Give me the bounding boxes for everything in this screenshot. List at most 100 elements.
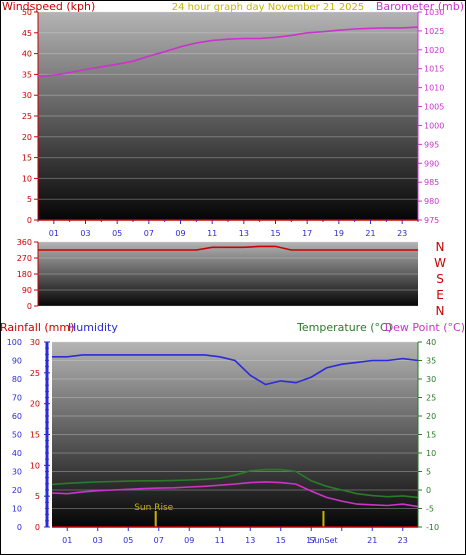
windspeed-tick-label: 50 <box>22 8 32 17</box>
humidity-tick-label: 50 <box>12 431 22 440</box>
hour-label: 07 <box>144 229 154 238</box>
hour-label: 21 <box>367 536 377 545</box>
humidity-tick-label: 80 <box>12 375 22 384</box>
compass-label: N <box>436 304 445 318</box>
hour-label: 11 <box>215 536 225 545</box>
hour-label: 09 <box>175 229 185 238</box>
barometer-tick-label: 975 <box>424 216 439 225</box>
temp-tick-label: 15 <box>426 431 436 440</box>
hour-label: 13 <box>245 536 255 545</box>
windspeed-tick-label: 25 <box>22 112 32 121</box>
hour-label: 17 <box>302 229 312 238</box>
hour-label: 05 <box>123 536 133 545</box>
direction-tick-label: 360 <box>17 238 32 247</box>
humidity-tick-label: 40 <box>12 449 22 458</box>
compass-label: S <box>436 272 444 286</box>
humidity-tick-label: 90 <box>12 357 22 366</box>
barometer-tick-label: 1020 <box>424 46 444 55</box>
wind-barometer-plot <box>38 12 418 220</box>
temp-tick-label: 35 <box>426 357 436 366</box>
direction-tick-label: 0 <box>27 302 32 311</box>
hour-label: 01 <box>62 536 72 545</box>
barometer-tick-label: 1015 <box>424 65 444 74</box>
temp-tick-label: 40 <box>426 338 436 347</box>
rain-tick-label: 20 <box>30 400 40 409</box>
direction-tick-label: 180 <box>17 270 32 279</box>
barometer-tick-label: 995 <box>424 140 439 149</box>
wind-direction-line <box>38 245 418 251</box>
barometer-tick-label: 985 <box>424 178 439 187</box>
windspeed-tick-label: 45 <box>22 29 32 38</box>
windspeed-tick-label: 20 <box>22 133 32 142</box>
windspeed-tick-label: 10 <box>22 174 32 183</box>
windspeed-tick-label: 30 <box>22 91 32 100</box>
rain-tick-label: 0 <box>35 523 40 532</box>
hour-label: 15 <box>270 229 280 238</box>
hour-label: 21 <box>365 229 375 238</box>
hour-label: 07 <box>154 536 164 545</box>
humidity-line <box>52 354 419 386</box>
windspeed-tick-label: 5 <box>27 195 32 204</box>
hour-label: 09 <box>184 536 194 545</box>
humidity-tick-label: 0 <box>17 523 22 532</box>
barometer-tick-label: 1000 <box>424 121 444 130</box>
hour-label: 01 <box>49 229 59 238</box>
temp-tick-label: -10 <box>426 523 439 532</box>
temp-tick-label: 25 <box>426 394 436 403</box>
hour-label: 17 <box>306 536 316 545</box>
barometer-axis-title: Barometer (mb) <box>376 0 464 13</box>
temp-tick-label: -5 <box>426 505 434 514</box>
temp-tick-label: 0 <box>426 486 431 495</box>
direction-tick-label: 270 <box>17 254 32 263</box>
compass-label: E <box>436 288 444 302</box>
hour-label: 19 <box>334 229 344 238</box>
humidity-tick-label: 30 <box>12 468 22 477</box>
windspeed-axis-title: Windspeed (kph) <box>2 0 95 13</box>
barometer-tick-label: 1005 <box>424 103 444 112</box>
windspeed-tick-label: 40 <box>22 50 32 59</box>
rain-tick-label: 10 <box>30 461 40 470</box>
hour-label: 05 <box>112 229 122 238</box>
barometer-tick-label: 990 <box>424 159 439 168</box>
compass-label: N <box>436 240 445 254</box>
rain-tick-label: 25 <box>30 369 40 378</box>
windspeed-tick-label: 0 <box>27 216 32 225</box>
windspeed-tick-label: 35 <box>22 70 32 79</box>
hour-label: 23 <box>397 229 407 238</box>
hour-label: 13 <box>239 229 249 238</box>
hour-label: 15 <box>276 536 286 545</box>
sun-label: SunSet <box>309 536 337 545</box>
temp-tick-label: 20 <box>426 412 436 421</box>
rainfall-axis-title: Rainfall (mm) <box>0 321 74 334</box>
temperature-line <box>51 468 419 499</box>
direction-tick-label: 90 <box>22 286 32 295</box>
rain-humidity-temp-plot <box>52 342 418 527</box>
barometer-line <box>37 26 419 78</box>
compass-label: W <box>434 256 446 270</box>
dewpoint-axis-title: Dew Point (°C) <box>385 321 465 334</box>
temperature-axis-title: Temperature (°C) <box>296 321 392 334</box>
rain-tick-label: 15 <box>30 431 40 440</box>
hour-label: 03 <box>80 229 90 238</box>
hour-label: 11 <box>207 229 217 238</box>
hour-label: 23 <box>398 536 408 545</box>
humidity-tick-label: 70 <box>12 394 22 403</box>
barometer-tick-label: 1010 <box>424 84 444 93</box>
rain-tick-label: 30 <box>30 338 40 347</box>
barometer-tick-label: 1025 <box>424 27 444 36</box>
wind-direction-plot <box>38 242 418 306</box>
humidity-tick-label: 10 <box>12 505 22 514</box>
humidity-axis-title: Humidity <box>68 321 118 334</box>
temp-tick-label: 5 <box>426 468 431 477</box>
humidity-tick-label: 60 <box>12 412 22 421</box>
temp-tick-label: 30 <box>426 375 436 384</box>
hour-label: 03 <box>93 536 103 545</box>
windspeed-tick-label: 15 <box>22 154 32 163</box>
barometer-tick-label: 1030 <box>424 8 444 17</box>
sun-label: Sun Rise <box>134 503 173 513</box>
humidity-tick-label: 100 <box>7 338 22 347</box>
graph-title: 24 hour graph day November 21 2025 <box>172 2 365 13</box>
barometer-tick-label: 980 <box>424 197 439 206</box>
dew-point-line <box>51 481 419 508</box>
